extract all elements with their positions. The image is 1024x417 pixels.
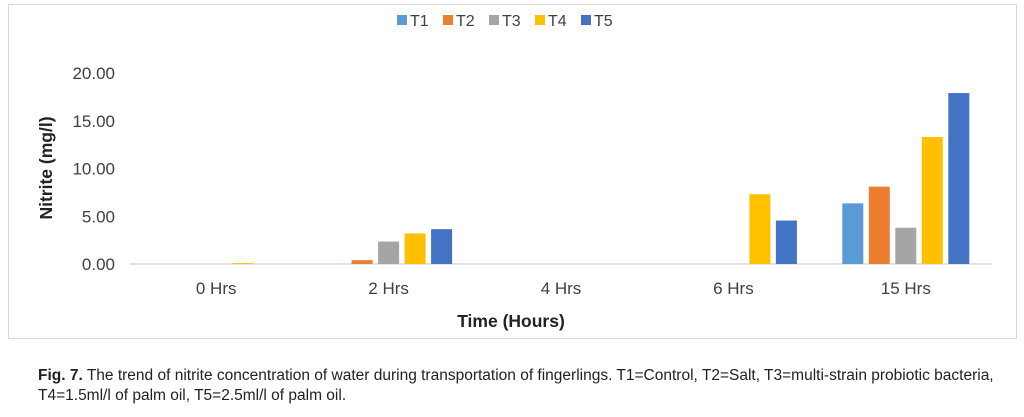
x-tick-label: 2 Hrs	[368, 279, 409, 298]
y-tick-label: 5.00	[82, 207, 115, 226]
y-axis-title: Nitrite (mg/l)	[36, 116, 56, 219]
legend-label-t5: T5	[594, 13, 613, 30]
bar-t1	[842, 203, 864, 264]
bar-t3	[895, 227, 917, 264]
x-tick-label: 15 Hrs	[881, 279, 931, 298]
legend-swatch-t3	[489, 15, 499, 25]
y-tick-label: 15.00	[72, 112, 115, 131]
bar-t4	[749, 194, 771, 264]
figure-caption: Fig. 7. The trend of nitrite concentrati…	[38, 366, 998, 406]
bar-t5	[948, 93, 970, 265]
x-tick-label: 4 Hrs	[541, 279, 582, 298]
x-tick-label: 6 Hrs	[713, 279, 754, 298]
legend-swatch-t1	[397, 15, 407, 25]
legend-swatch-t2	[443, 15, 453, 25]
bar-t2	[868, 186, 890, 264]
legend-label-t2: T2	[456, 13, 475, 30]
nitrite-bar-chart: 0.00 5.00 10.00 15.00 20.00 0 Hrs 2 Hrs 4 Hrs 6 …	[36, 13, 992, 331]
chart-frame	[8, 4, 1017, 339]
legend-label-t3: T3	[502, 13, 521, 30]
legend-label-t4: T4	[548, 13, 567, 30]
bar-t5	[431, 229, 453, 264]
bar-t4	[921, 136, 943, 264]
legend-label-t1: T1	[410, 13, 429, 30]
legend-swatch-t4	[535, 15, 545, 25]
bar-t4	[232, 263, 254, 264]
y-tick-label: 0.00	[82, 255, 115, 274]
bar-t5	[775, 220, 797, 264]
legend-swatch-t5	[581, 15, 591, 25]
bar-t2	[351, 260, 373, 264]
y-tick-label: 20.00	[72, 64, 115, 83]
x-tick-label: 0 Hrs	[196, 279, 237, 298]
x-axis-title: Time (Hours)	[457, 311, 565, 331]
caption-label: Fig. 7.	[38, 367, 83, 384]
bar-t4	[404, 233, 426, 264]
y-tick-label: 10.00	[72, 160, 115, 179]
caption-text: The trend of nitrite concentration of wa…	[38, 367, 994, 404]
bar-t3	[378, 241, 400, 264]
